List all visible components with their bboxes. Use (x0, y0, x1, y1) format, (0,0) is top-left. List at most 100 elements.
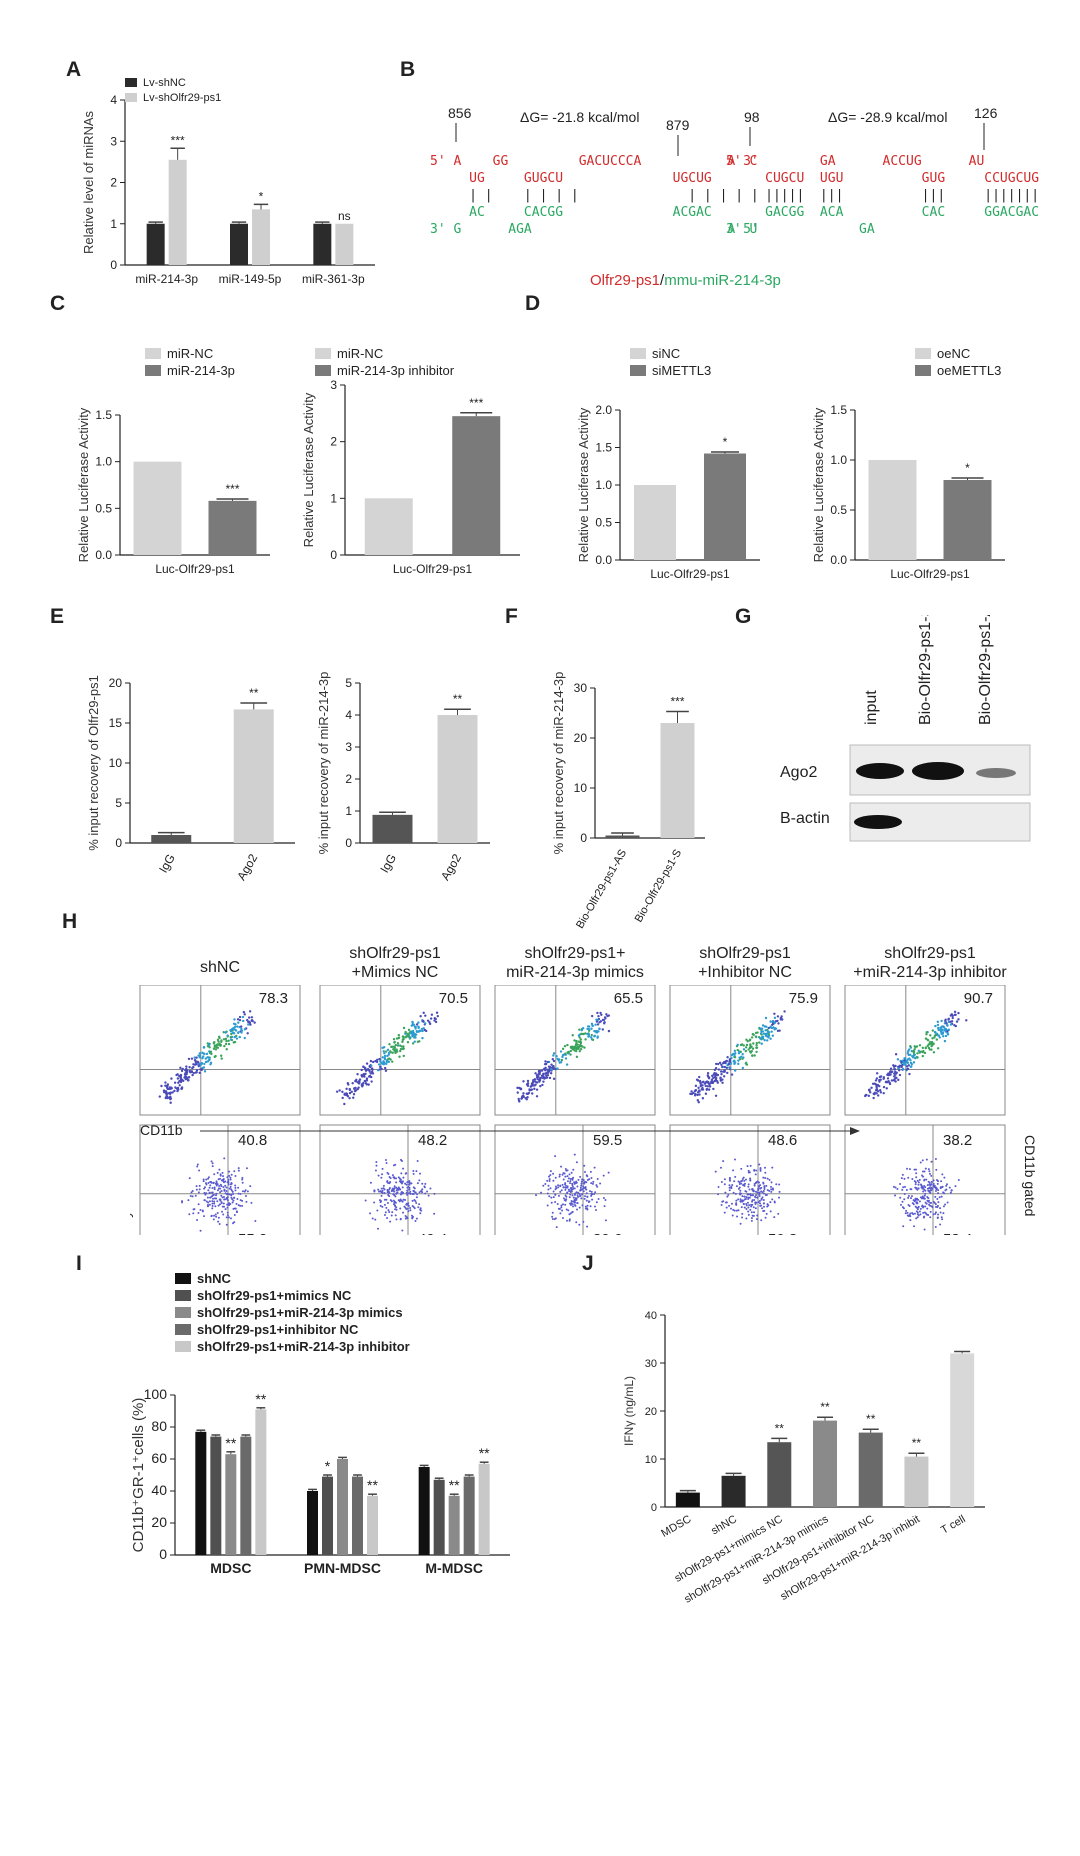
flow-event (203, 1191, 206, 1194)
flow-event (216, 1200, 219, 1203)
flow-event (185, 1077, 188, 1081)
flow-event (545, 1074, 548, 1077)
flow-event (211, 1162, 214, 1165)
flow-event (542, 1184, 545, 1187)
legend-swatch (915, 348, 931, 359)
flow-event (391, 1189, 394, 1192)
flow-event (566, 1043, 569, 1047)
flow-event (224, 1042, 228, 1046)
flow-event (380, 1061, 383, 1065)
flow-event (748, 1171, 751, 1174)
flow-event (770, 1181, 773, 1184)
flow-event (922, 1211, 925, 1214)
flow-event (941, 1034, 945, 1038)
flow-event (385, 1206, 388, 1209)
flow-event (914, 1183, 917, 1186)
flow-event (410, 1024, 414, 1027)
bar (478, 1463, 490, 1555)
flow-event (192, 1212, 195, 1215)
flow-event (385, 1060, 389, 1064)
flow-event (773, 1201, 776, 1204)
flow-event (753, 1054, 756, 1057)
flow-event (402, 1026, 406, 1030)
flow-event (899, 1183, 902, 1186)
flow-event (198, 1052, 202, 1055)
flow-event (388, 1186, 391, 1189)
flow-event (926, 1044, 929, 1048)
flow-event (574, 1199, 577, 1202)
flow-event (381, 1205, 384, 1208)
flow-event (197, 1191, 200, 1194)
flow-event (580, 1180, 583, 1183)
flow-event (558, 1175, 561, 1178)
y-tick-label: 3 (345, 740, 352, 754)
flow-event (577, 1191, 580, 1194)
flow-event (585, 1199, 588, 1202)
flow-event (246, 1190, 249, 1193)
flow-event (929, 1210, 932, 1213)
legend-label: oeNC (937, 346, 970, 361)
flow-event (341, 1096, 344, 1100)
flow-event (534, 1072, 537, 1075)
flow-event (383, 1052, 386, 1055)
blot-column-input: input (863, 690, 880, 725)
flow-event (935, 1168, 938, 1171)
flow-event (404, 1206, 407, 1209)
flow-event (704, 1092, 708, 1095)
flow-event (906, 1067, 910, 1071)
flow-event (383, 1188, 386, 1191)
flow-event (343, 1102, 346, 1106)
flow-event (577, 1034, 581, 1037)
flow-event (888, 1082, 892, 1086)
flow-event (343, 1093, 346, 1096)
flow-event (592, 1180, 595, 1183)
flow-event (393, 1040, 397, 1044)
flow-event (568, 1173, 571, 1176)
flow-event (560, 1058, 564, 1062)
flow-event (533, 1087, 536, 1091)
flow-event (536, 1077, 539, 1081)
flow-event (737, 1059, 740, 1062)
significance-label: ** (820, 1400, 830, 1414)
flow-event (707, 1076, 711, 1079)
flow-event (753, 1184, 756, 1187)
legend-swatch (915, 365, 931, 376)
flow-event (242, 1010, 246, 1014)
band-ago2-input (856, 763, 904, 779)
flow-event (399, 1193, 402, 1196)
flow-event (774, 1027, 778, 1030)
flow-event (719, 1070, 723, 1073)
y-tick-label: 1 (330, 491, 337, 505)
flow-event (771, 1020, 775, 1023)
flow-event (915, 1202, 918, 1205)
flow-event (538, 1071, 541, 1074)
flow-event (220, 1057, 223, 1060)
flow-event (209, 1061, 213, 1065)
flow-event (407, 1202, 410, 1205)
flow-event (722, 1075, 726, 1078)
flow-event (234, 1174, 237, 1177)
flow-event (413, 1040, 416, 1043)
flow-event (561, 1183, 564, 1186)
flow-event (572, 1196, 575, 1199)
flow-event (900, 1065, 903, 1069)
flow-event (910, 1049, 914, 1053)
flow-event (552, 1196, 555, 1199)
flow-event (358, 1078, 362, 1081)
flow-event (569, 1182, 572, 1185)
flow-event (572, 1205, 575, 1208)
flow-event (213, 1186, 216, 1189)
category-label: MDSC (210, 1560, 251, 1576)
flow-event (229, 1178, 232, 1181)
flow-event (913, 1048, 916, 1051)
flow-event (413, 1032, 416, 1036)
flow-event (574, 1043, 578, 1047)
flow-event (228, 1204, 231, 1207)
flow-event (405, 1183, 408, 1186)
y-axis-label: CD11b⁺GR-1⁺cells (%) (130, 1398, 147, 1553)
flow-event (893, 1075, 896, 1078)
flow-event (903, 1057, 906, 1060)
flow-event (583, 1164, 586, 1167)
